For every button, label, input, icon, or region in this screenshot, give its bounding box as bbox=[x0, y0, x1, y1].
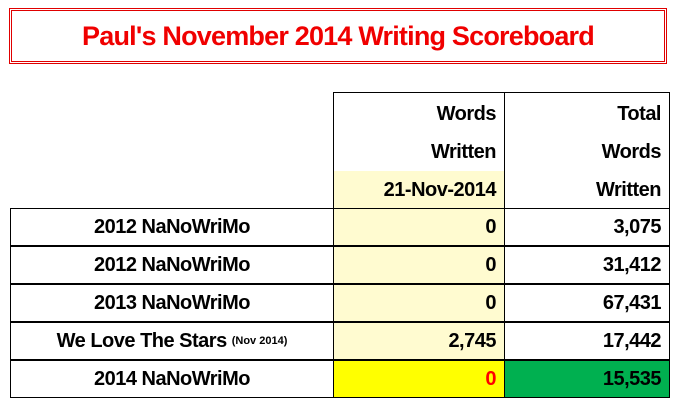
words-cell-highlight: 0 bbox=[333, 360, 505, 398]
header-text: Words bbox=[436, 102, 497, 125]
row-label: We Love The Stars bbox=[56, 329, 228, 352]
header-text: Words bbox=[601, 140, 662, 163]
header-text: Total bbox=[617, 102, 661, 125]
header-text: Written bbox=[595, 178, 662, 201]
row-name: 2012 NaNoWriMo bbox=[10, 208, 334, 246]
row-name: 2013 NaNoWriMo bbox=[10, 284, 334, 322]
table-row: 2013 NaNoWriMo 0 67,431 bbox=[10, 284, 670, 322]
row-label: 2012 NaNoWriMo bbox=[93, 215, 251, 238]
header-date: 21-Nov-2014 bbox=[383, 178, 497, 201]
page-title: Paul's November 2014 Writing Scoreboard bbox=[82, 20, 595, 51]
row-name: 2014 NaNoWriMo bbox=[10, 360, 334, 398]
row-label: 2014 NaNoWriMo bbox=[93, 367, 251, 390]
words-cell: 0 bbox=[333, 246, 505, 284]
header-total-words: Total Words Written bbox=[504, 92, 670, 208]
total-cell-highlight: 15,535 bbox=[504, 360, 670, 398]
table-row: 2012 NaNoWriMo 0 31,412 bbox=[10, 246, 670, 284]
words-cell: 2,745 bbox=[333, 322, 505, 360]
words-cell: 0 bbox=[333, 284, 505, 322]
title-box: Paul's November 2014 Writing Scoreboard bbox=[9, 8, 667, 64]
row-label: 2012 NaNoWriMo bbox=[93, 253, 251, 276]
row-name: 2012 NaNoWriMo bbox=[10, 246, 334, 284]
total-cell: 31,412 bbox=[504, 246, 670, 284]
words-cell: 0 bbox=[333, 208, 505, 246]
table-row: 2014 NaNoWriMo 0 15,535 bbox=[10, 360, 670, 398]
row-label: 2013 NaNoWriMo bbox=[93, 291, 251, 314]
total-cell: 67,431 bbox=[504, 284, 670, 322]
header-text: Written bbox=[430, 140, 497, 163]
header-words-written: Words Written 21-Nov-2014 bbox=[333, 92, 505, 208]
row-name: We Love The Stars (Nov 2014) bbox=[10, 322, 334, 360]
total-cell: 17,442 bbox=[504, 322, 670, 360]
table-row: We Love The Stars (Nov 2014) 2,745 17,442 bbox=[10, 322, 670, 360]
row-note: (Nov 2014) bbox=[231, 335, 288, 347]
total-cell: 3,075 bbox=[504, 208, 670, 246]
table-row: 2012 NaNoWriMo 0 3,075 bbox=[10, 208, 670, 246]
